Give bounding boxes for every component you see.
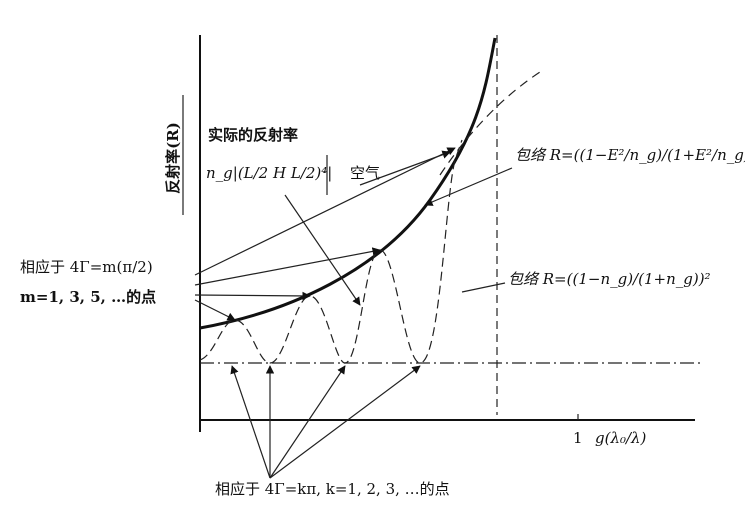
arrow — [194, 299, 236, 321]
arrow — [194, 147, 456, 276]
arrow — [359, 150, 451, 186]
label: 实际的反射率 — [208, 126, 298, 144]
x-tick-label: 1 — [573, 429, 583, 447]
leader — [461, 282, 506, 293]
arrow — [424, 167, 513, 206]
formula: n_g|(L/2 H L/2)⁴| — [206, 164, 332, 182]
y-label: 反射率(R) — [164, 122, 182, 194]
label: 相应于 4Γ=m(π/2) — [20, 258, 153, 276]
pointers — [194, 147, 513, 479]
arrow — [194, 291, 311, 301]
label: m=1, 3, 5, …的点 — [20, 288, 156, 306]
upper-envelope — [199, 37, 497, 330]
label: 包络 R=((1−E²/n_g)/(1+E²/n_g))² — [515, 146, 745, 164]
arrow — [269, 365, 346, 479]
axes — [182, 35, 700, 432]
actual-reflectance — [199, 139, 463, 364]
label: 包络 R=((1−n_g)/(1+n_g))² — [508, 270, 711, 288]
arrow — [230, 365, 271, 479]
upper-envelope-extension — [439, 71, 541, 176]
arrow — [284, 194, 361, 306]
arrow — [269, 365, 421, 479]
label: 相应于 4Γ=kπ, k=1, 2, 3, …的点 — [215, 480, 450, 498]
x-label: g(λ₀/λ) — [595, 429, 647, 447]
label: 空气 — [350, 164, 380, 182]
arrow — [194, 247, 381, 286]
